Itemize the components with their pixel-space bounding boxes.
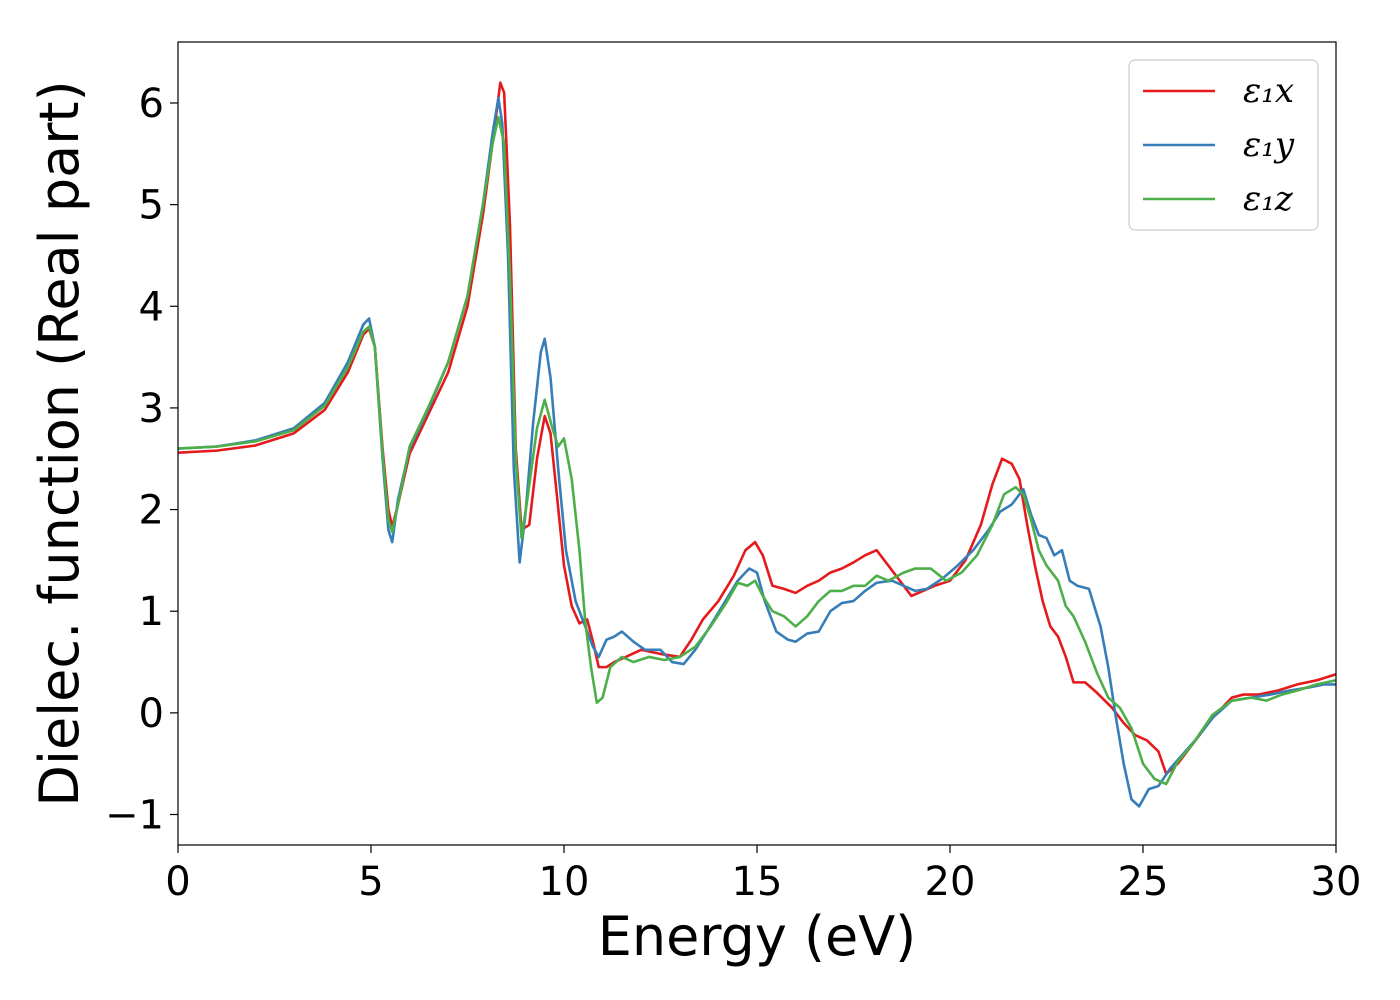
x-tick-label: 20 [925, 859, 976, 905]
x-tick-label: 5 [358, 859, 383, 905]
y-tick-label: 3 [139, 386, 164, 432]
x-tick-label: 25 [1118, 859, 1169, 905]
y-axis: −1 0 1 2 3 4 5 6 [105, 81, 178, 839]
legend-label: ε₁y [1243, 125, 1295, 165]
y-tick-label: 1 [139, 589, 164, 635]
y-tick-label: 2 [139, 488, 164, 534]
legend-box [1128, 59, 1319, 231]
y-tick-label: 6 [139, 81, 164, 127]
x-tick-label: 15 [732, 859, 783, 905]
y-tick-label: 5 [139, 183, 164, 229]
x-axis: 0 5 10 15 20 25 30 [165, 845, 1361, 905]
x-tick-label: 10 [539, 859, 590, 905]
y-axis-title: Dielec. function (Real part) [28, 80, 91, 806]
series-line-3 [178, 115, 1336, 786]
legend-label: ε₁z [1243, 179, 1294, 219]
series-layer [178, 81, 1336, 808]
x-axis-title: Energy (eV) [598, 905, 917, 968]
series-line-1 [178, 81, 1336, 776]
y-tick-label: 0 [139, 691, 164, 737]
legend-label: ε₁x [1243, 71, 1294, 111]
x-tick-label: 30 [1311, 859, 1362, 905]
y-tick-label: −1 [105, 793, 164, 839]
y-tick-label: 4 [139, 284, 164, 330]
legend: ε₁x ε₁y ε₁z [1128, 59, 1319, 231]
x-tick-label: 0 [165, 859, 190, 905]
